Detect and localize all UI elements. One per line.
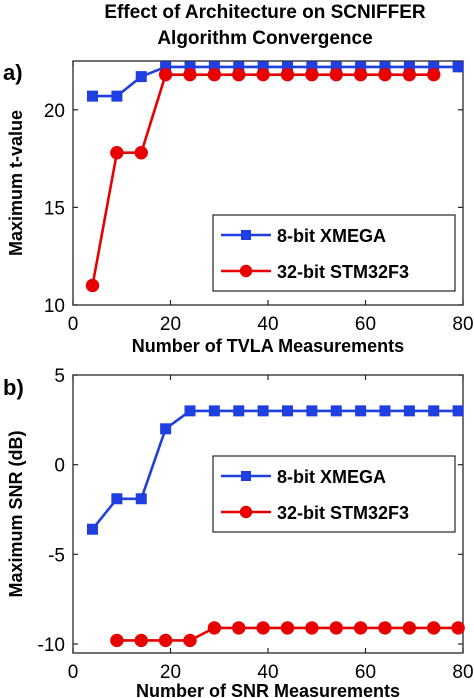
data-point-square bbox=[160, 423, 172, 435]
x-tick-label: 40 bbox=[257, 314, 278, 335]
data-point-circle bbox=[402, 621, 417, 635]
data-point-square bbox=[111, 90, 123, 102]
data-point-circle bbox=[183, 633, 197, 648]
legend-marker-square bbox=[241, 230, 251, 240]
panel-label: b) bbox=[3, 375, 24, 400]
legend-entry-label: 8-bit XMEGA bbox=[277, 226, 386, 246]
panel-b: 0 20 40 60 80 -10 -5 0 5 Number of SNR Measuremen… bbox=[3, 366, 474, 698]
data-point-circle bbox=[280, 621, 295, 635]
panel-label: a) bbox=[3, 60, 23, 85]
data-point-circle bbox=[329, 67, 343, 82]
data-point-circle bbox=[256, 67, 270, 82]
data-point-circle bbox=[256, 621, 270, 635]
x-axis-label: Number of SNR Measurements bbox=[136, 681, 400, 698]
data-point-circle bbox=[402, 67, 417, 82]
data-point-circle bbox=[329, 621, 343, 635]
data-point-circle bbox=[353, 67, 368, 82]
y-tick-label: 0 bbox=[54, 456, 65, 477]
x-tick-label: 80 bbox=[452, 662, 473, 683]
data-point-circle bbox=[280, 67, 295, 82]
data-point-circle bbox=[183, 67, 197, 82]
data-point-circle bbox=[110, 146, 124, 160]
x-tick-label: 40 bbox=[257, 662, 278, 683]
y-axis-label: Maximum SNR (dB) bbox=[6, 430, 26, 597]
data-point-circle bbox=[85, 278, 100, 293]
x-tick-label: 20 bbox=[160, 662, 181, 683]
data-point-square bbox=[233, 405, 245, 417]
y-axis-label: Maximum t-value bbox=[6, 110, 26, 256]
x-tick-label: 60 bbox=[355, 314, 376, 335]
data-point-square bbox=[403, 405, 415, 417]
legend-box bbox=[212, 455, 456, 533]
data-point-circle bbox=[451, 621, 465, 635]
data-point-square bbox=[208, 405, 220, 417]
data-point-circle bbox=[378, 67, 392, 82]
data-point-square bbox=[87, 90, 98, 102]
data-point-circle bbox=[134, 633, 148, 648]
legend-marker-circle bbox=[239, 505, 253, 519]
x-tick-label: 60 bbox=[355, 662, 376, 683]
data-point-square bbox=[135, 493, 147, 505]
data-point-square bbox=[452, 405, 464, 417]
data-point-circle bbox=[134, 146, 148, 160]
data-point-circle bbox=[232, 621, 246, 635]
x-tick-label: 0 bbox=[68, 662, 79, 683]
data-point-circle bbox=[232, 67, 246, 82]
data-point-circle bbox=[158, 67, 173, 82]
data-point-square bbox=[184, 405, 196, 417]
legend-box bbox=[212, 214, 456, 292]
legend-marker-square bbox=[241, 471, 251, 481]
data-point-square bbox=[257, 405, 269, 417]
data-point-circle bbox=[378, 621, 392, 635]
data-point-square bbox=[428, 405, 440, 417]
series-line-8-bit-xmega bbox=[91, 409, 459, 531]
data-point-square bbox=[306, 405, 318, 417]
data-point-circle bbox=[207, 621, 222, 635]
data-point-circle bbox=[207, 67, 222, 82]
series-line-8-bit-xmega bbox=[92, 65, 459, 98]
y-tick-label: 5 bbox=[54, 366, 65, 387]
data-point-circle bbox=[110, 633, 124, 648]
data-point-circle bbox=[305, 621, 319, 635]
x-tick-label: 20 bbox=[160, 314, 181, 335]
data-point-circle bbox=[427, 621, 441, 635]
y-tick-label: -10 bbox=[38, 635, 65, 656]
data-point-circle bbox=[427, 67, 441, 82]
legend-entry-label: 32-bit STM32F3 bbox=[277, 503, 409, 523]
legend-marker-circle bbox=[239, 264, 253, 278]
data-point-square bbox=[111, 493, 123, 505]
x-tick-label: 80 bbox=[452, 314, 473, 335]
y-tick-label: -5 bbox=[48, 545, 65, 566]
y-tick-label: 10 bbox=[44, 296, 65, 317]
data-point-square bbox=[282, 405, 293, 417]
data-point-square bbox=[87, 523, 98, 535]
x-tick-label: 0 bbox=[68, 314, 79, 335]
data-point-square bbox=[330, 405, 342, 417]
legend-entry-label: 8-bit XMEGA bbox=[277, 467, 386, 487]
legend-entry-label: 32-bit STM32F3 bbox=[277, 262, 409, 282]
data-point-square bbox=[452, 61, 464, 73]
chart-title-line-2: Algorithm Convergence bbox=[157, 28, 372, 49]
data-point-circle bbox=[158, 633, 173, 648]
chart-title-line-1: Effect of Architecture on SCNIFFER bbox=[104, 2, 426, 23]
data-point-square bbox=[355, 405, 367, 417]
x-axis-label: Number of TVLA Measurements bbox=[132, 336, 404, 356]
data-point-square bbox=[379, 405, 391, 417]
data-point-square bbox=[135, 71, 147, 83]
data-point-circle bbox=[353, 621, 368, 635]
y-tick-label: 20 bbox=[44, 101, 65, 122]
data-point-circle bbox=[305, 67, 319, 82]
y-tick-label: 15 bbox=[44, 198, 65, 219]
